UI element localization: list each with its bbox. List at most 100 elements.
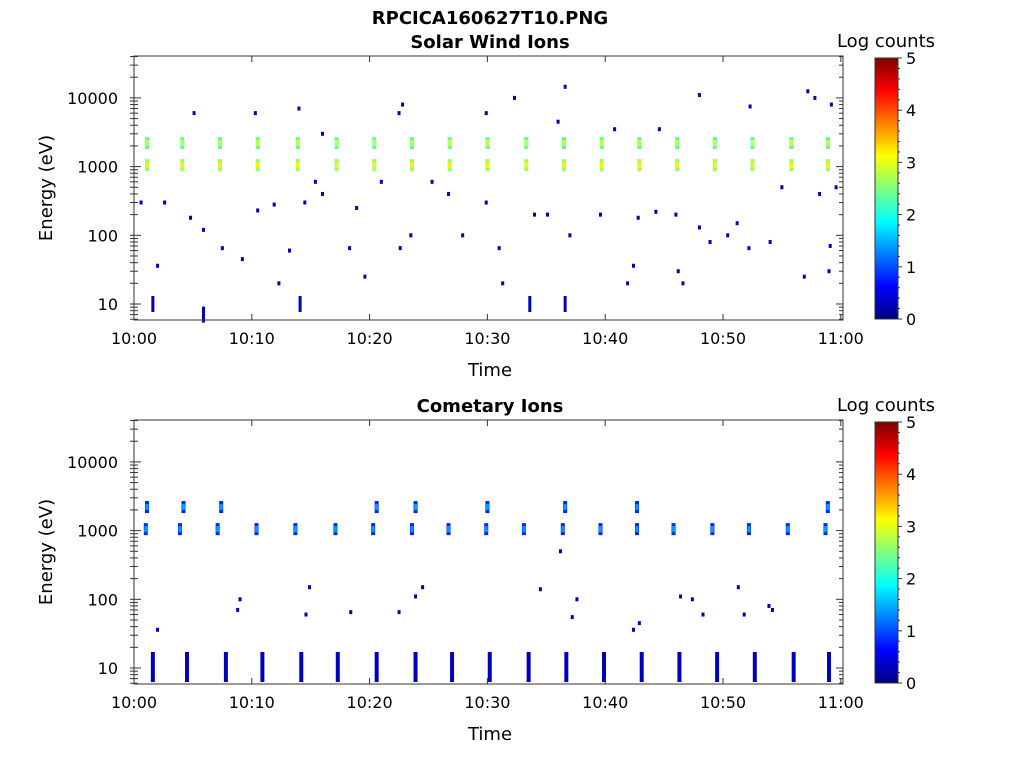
count-cell <box>636 215 640 220</box>
count-cell <box>637 621 641 626</box>
band-cell <box>299 652 304 682</box>
band-cell-core <box>485 140 489 147</box>
x-tick-label: 10:40 <box>582 329 628 348</box>
count-cell <box>156 263 160 268</box>
band-cell-core <box>672 526 676 533</box>
band-cell-core <box>448 140 452 147</box>
x-tick-label: 10:20 <box>347 329 393 348</box>
colorbar-tick-label: 2 <box>906 206 916 225</box>
band-cell <box>185 652 190 682</box>
band-cell-core <box>335 140 339 147</box>
count-cell <box>401 102 405 107</box>
band-cell-core <box>372 140 376 147</box>
band-cell-core <box>600 140 604 147</box>
count-cell <box>512 95 516 100</box>
count-cell <box>397 111 401 116</box>
x-axis-label: Time <box>467 360 512 381</box>
band-cell-core <box>524 140 528 147</box>
band-cell-core <box>598 526 602 533</box>
count-cell <box>202 227 206 232</box>
count-cell <box>320 131 324 136</box>
count-cell <box>308 585 312 590</box>
count-cell <box>528 296 532 312</box>
count-cell <box>240 257 244 262</box>
axis-ticks: 10:00 10:10 10:20 10:30 10:40 10:50 11:00 10 100… <box>67 56 864 348</box>
band-cell-core <box>181 504 185 511</box>
count-cell <box>538 587 542 592</box>
x-tick-label: 10:40 <box>582 693 628 712</box>
data-marks <box>143 501 832 682</box>
count-cell <box>545 212 549 217</box>
band-cell-core <box>563 504 567 511</box>
count-cell <box>563 84 567 89</box>
figure-title: RPCICA160627T10.PNG <box>372 8 608 29</box>
count-cell <box>748 104 752 109</box>
x-tick-label: 10:10 <box>229 329 275 348</box>
count-cell <box>220 246 224 251</box>
colorbar-tick-label: 4 <box>906 101 916 120</box>
panel-title-solar-wind: Solar Wind Ions <box>410 32 569 53</box>
count-cell <box>802 274 806 279</box>
band-cell-core <box>635 504 639 511</box>
count-cell <box>556 119 560 124</box>
count-cell <box>298 296 302 312</box>
band-cell-core <box>372 162 376 169</box>
colorbar: Log counts 0 1 2 3 4 5 <box>837 395 935 693</box>
band-cell <box>791 652 796 682</box>
band-cell <box>413 652 418 682</box>
band-cell-core <box>144 526 148 533</box>
count-cell <box>829 102 833 107</box>
count-cell <box>626 281 630 286</box>
band-cell-core <box>145 162 149 169</box>
plot-area <box>134 420 843 684</box>
count-cell <box>701 612 705 617</box>
colorbar: Log counts 0 1 2 3 4 5 <box>837 31 935 329</box>
count-cell <box>379 179 383 184</box>
count-cell <box>320 191 324 196</box>
count-cell <box>156 627 160 632</box>
count-cell <box>681 281 685 286</box>
band-cell-core <box>524 162 528 169</box>
count-cell <box>813 95 817 100</box>
band-cell-core <box>145 140 149 147</box>
count-cell <box>501 281 505 286</box>
count-cell <box>277 281 281 286</box>
count-cell <box>189 215 193 220</box>
count-cell <box>654 209 658 214</box>
count-cell <box>818 191 822 196</box>
x-axis-label: Time <box>467 724 512 745</box>
band-cell-core <box>789 162 793 169</box>
band-cell <box>564 652 569 682</box>
band-cell-core <box>296 140 300 147</box>
count-cell <box>697 225 701 230</box>
colorbar-label: Log counts <box>837 395 935 416</box>
band-cell-core <box>255 526 259 533</box>
plot-frame <box>133 419 844 685</box>
band-cell-core <box>826 504 830 511</box>
panel-title-cometary: Cometary Ions <box>417 396 564 417</box>
count-cell <box>349 610 353 615</box>
x-tick-label: 11:00 <box>818 693 864 712</box>
count-cell <box>163 200 167 205</box>
band-cell-core <box>484 526 488 533</box>
band-cell-core <box>333 526 337 533</box>
band-cell-core <box>218 140 222 147</box>
x-tick-label: 10:30 <box>464 329 510 348</box>
colorbar-tick-label: 2 <box>906 570 916 589</box>
band-cell-core <box>562 162 566 169</box>
y-axis-label: Energy (eV) <box>36 135 57 241</box>
count-cell <box>238 597 242 602</box>
count-cell <box>828 243 832 248</box>
count-cell <box>192 111 196 116</box>
count-cell <box>558 549 562 554</box>
band-cell-core <box>256 162 260 169</box>
band-cell-core <box>826 162 830 169</box>
plot-area <box>134 56 843 320</box>
count-cell <box>355 205 359 210</box>
colorbar-tick-label: 3 <box>906 517 916 536</box>
band-cell-core <box>485 504 489 511</box>
count-cell <box>414 594 418 599</box>
count-cell <box>484 200 488 205</box>
count-cell <box>570 615 574 620</box>
